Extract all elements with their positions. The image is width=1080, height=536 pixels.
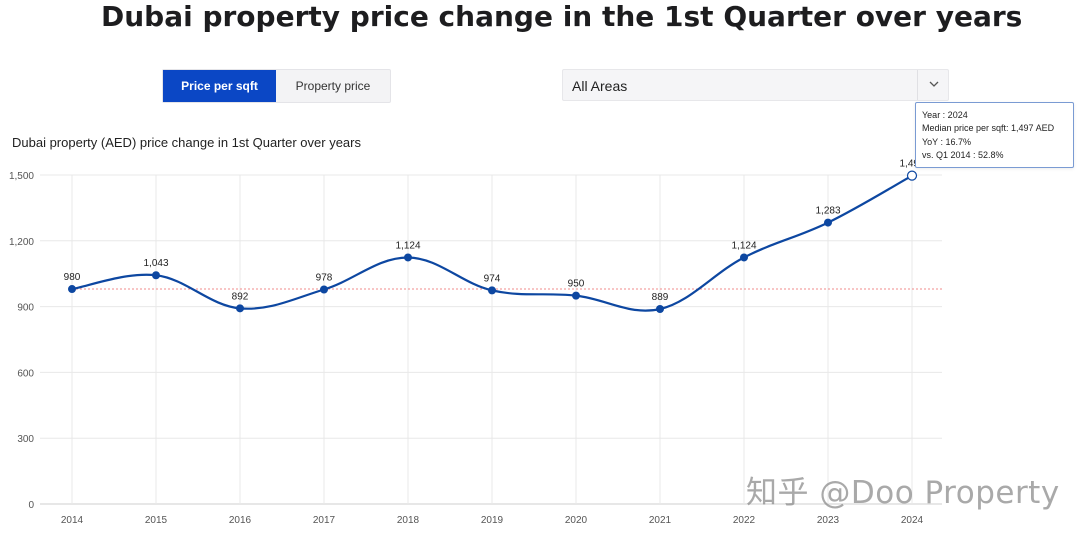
- grid-layer: [40, 174, 942, 505]
- tooltip-year: Year : 2024: [922, 110, 968, 120]
- x-tick-label: 2017: [313, 515, 336, 526]
- data-point: [572, 291, 580, 300]
- data-label: 889: [652, 292, 669, 303]
- x-tick-label: 2020: [565, 515, 588, 526]
- x-tick-label: 2023: [817, 515, 840, 526]
- y-tick-label: 600: [17, 368, 34, 379]
- y-tick-label: 1,500: [9, 171, 34, 182]
- x-tick-label: 2024: [901, 515, 924, 526]
- point-layer: [68, 170, 918, 314]
- data-point: [404, 253, 412, 262]
- page-title: Dubai property price change in the 1st Q…: [101, 0, 1023, 33]
- data-point: [656, 305, 664, 314]
- y-tick-label: 0: [28, 500, 34, 511]
- area-select-divider: [917, 70, 918, 100]
- x-tick-label: 2016: [229, 515, 252, 526]
- data-label: 1,124: [731, 240, 756, 251]
- data-label: 1,283: [815, 206, 840, 217]
- data-point: [488, 286, 496, 295]
- data-point: [320, 285, 328, 294]
- price-per-sqft-button[interactable]: Price per sqft: [163, 70, 276, 102]
- x-tick-label: 2018: [397, 515, 420, 526]
- data-label: 978: [316, 272, 333, 283]
- data-label: 980: [64, 272, 81, 283]
- area-select[interactable]: All Areas: [562, 69, 949, 101]
- price-mode-toggle: Price per sqft Property price: [162, 69, 391, 103]
- watermark: 知乎 @Doo Property: [746, 475, 1060, 511]
- y-tick-label: 900: [17, 303, 34, 314]
- data-point: [68, 285, 76, 294]
- x-tick-label: 2022: [733, 515, 756, 526]
- data-point: [236, 304, 244, 313]
- data-label: 974: [484, 273, 501, 284]
- chart-title: Dubai property (AED) price change in 1st…: [12, 135, 361, 150]
- x-tick-label: 2014: [61, 515, 84, 526]
- tooltip-vs-q1-2014: vs. Q1 2014 : 52.8%: [922, 149, 1004, 160]
- property-price-button[interactable]: Property price: [295, 79, 371, 93]
- data-point: [824, 218, 832, 227]
- highlighted-data-point: [906, 170, 918, 181]
- data-label: 1,497: [899, 159, 924, 170]
- chart-tooltip: Year : 2024 Median price per sqft: 1,497…: [915, 102, 1074, 168]
- data-label: 1,043: [143, 258, 168, 269]
- data-label: 950: [568, 279, 585, 290]
- x-tick-label: 2021: [649, 515, 672, 526]
- y-tick-label: 300: [17, 434, 34, 445]
- data-label: 1,124: [395, 240, 420, 251]
- area-select-value: All Areas: [572, 78, 628, 94]
- data-label-layer: 980 1,043 892 978 1,124 974 950 889 1,124 1,283 1,…: [64, 159, 925, 303]
- x-tick-label: 2019: [481, 515, 504, 526]
- axis-layer: 0 300 600 900 1,200 1,500 2014 2015 2016 2017 2018…: [9, 171, 924, 526]
- y-tick-label: 1,200: [9, 237, 34, 248]
- x-tick-label: 2015: [145, 515, 168, 526]
- data-label: 892: [232, 291, 249, 302]
- data-point: [740, 253, 748, 262]
- tooltip-yoy: YoY : 16.7%: [922, 136, 972, 147]
- data-point: [152, 271, 160, 280]
- chevron-down-icon[interactable]: [927, 77, 941, 91]
- tooltip-median-price: Median price per sqft: 1,497 AED: [922, 123, 1055, 134]
